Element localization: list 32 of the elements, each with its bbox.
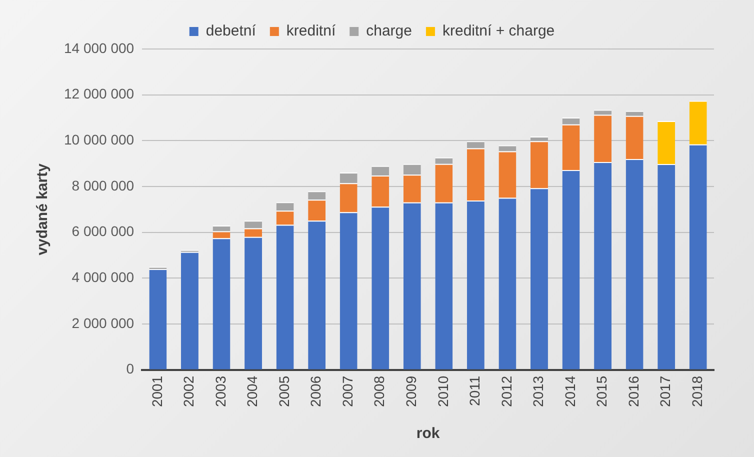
y-tick-label: 0 [126,360,134,377]
legend-label: kreditní [286,22,336,40]
x-tick-label: 2011 [466,376,483,406]
legend-label: debetní [206,22,257,40]
y-axis-title: vydané karty [34,162,52,256]
x-tick-label: 2009 [403,376,420,408]
legend-label: kreditní + charge [442,22,555,40]
x-tick-label: 2010 [434,376,451,408]
x-tick-label: 2002 [180,376,197,408]
x-tick-label: 2003 [212,376,228,408]
x-tick-label: 2012 [498,376,514,408]
x-tick-label: 2014 [562,376,578,408]
y-tick-label: 6 000 000 [72,223,134,240]
x-tick-label: 2018 [688,376,705,408]
y-tick-label: 8 000 000 [72,177,134,194]
x-tick-label: 2007 [339,376,356,408]
y-tick-label: 12 000 000 [64,86,134,102]
x-tick-label: 2001 [148,376,165,408]
x-tick-label: 2015 [594,376,610,408]
y-tick-label: 4 000 000 [72,269,134,286]
x-axis-title: rok [416,425,440,442]
x-tick-label: 2005 [276,376,292,408]
x-tick-label: 2004 [244,376,260,408]
x-tick-label: 2006 [308,376,324,408]
y-tick-label: 14 000 000 [64,40,134,56]
y-tick-label: 2 000 000 [72,314,134,331]
legend-label: charge [366,22,412,40]
x-tick-label: 2008 [371,376,388,408]
x-tick-label: 2017 [657,376,674,408]
y-tick-label: 10 000 000 [64,132,134,148]
x-tick-label: 2013 [530,376,546,408]
x-tick-label: 2016 [625,376,642,408]
